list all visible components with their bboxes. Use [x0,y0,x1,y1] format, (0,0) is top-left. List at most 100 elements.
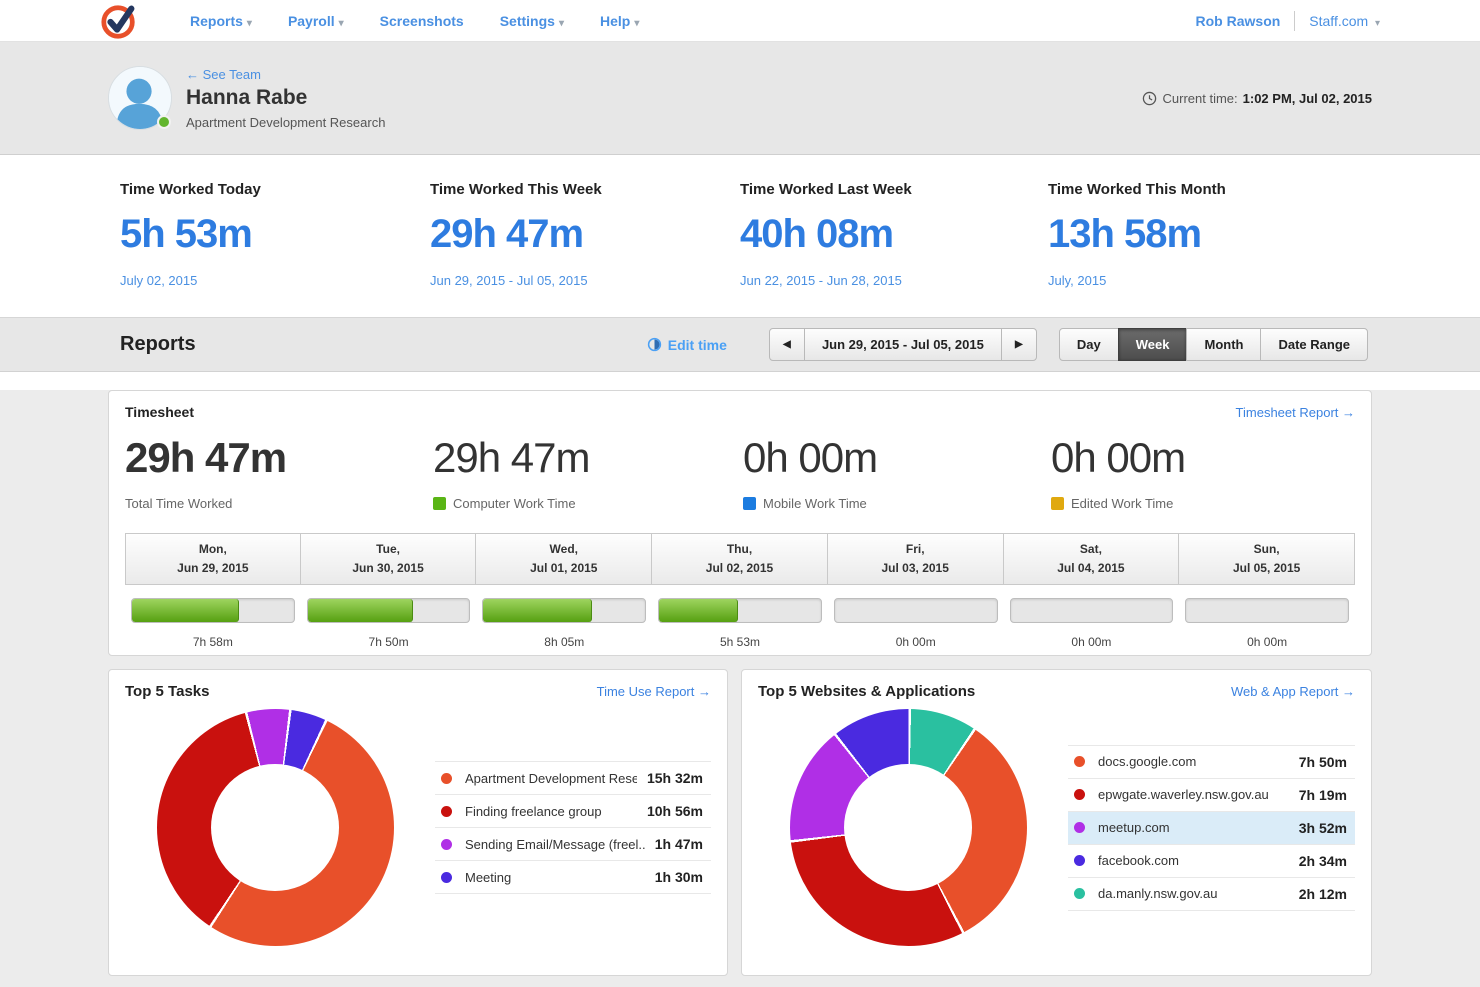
next-period-button[interactable]: ▶ [1000,328,1037,361]
legend-row[interactable]: Sending Email/Message (freel... 1h 47m [435,828,711,861]
see-team-link[interactable]: ← See Team [186,66,261,82]
timesheet-report-link[interactable]: Timesheet Report → [1235,404,1355,420]
legend-dot-icon [1074,822,1085,833]
clock-icon [1142,91,1157,106]
timesheet-day-column: Mon, Jun 29, 2015 7h 58m [125,533,301,649]
day-time-label: 8h 05m [544,635,585,650]
tasks-donut-chart[interactable] [156,709,394,946]
legend-row[interactable]: meetup.com 3h 52m [1068,811,1355,845]
stat-time-this-week: Time Worked This Week 29h 47m Jun 29, 20… [430,181,740,317]
timesheet-summary-label: Mobile Work Time [743,496,1051,511]
view-switcher: Day Week Month Date Range [1058,328,1368,361]
stat-period: Jun 22, 2015 - Jun 28, 2015 [740,273,902,288]
legend-row[interactable]: facebook.com 2h 34m [1068,845,1355,878]
timesheet-summary-label: Computer Work Time [433,496,743,511]
timesheet-summary-value: 0h 00m [1051,434,1186,481]
day-time-label: 7h 58m [192,635,233,650]
stat-value: 40h 08m [740,212,894,256]
day-progress-bar [1185,598,1349,624]
avatar-silhouette-icon [109,67,171,129]
legend-label: da.manly.nsw.gov.au [1098,886,1218,901]
timesheet-summary-value: 0h 00m [743,434,878,481]
menu-screenshots[interactable]: Screenshots [379,12,464,29]
main-content: Timesheet Timesheet Report → 29h 47m Tota… [0,390,1480,987]
timesheet-summary-label: Total Time Worked [125,496,233,511]
legend-label: epwgate.waverley.nsw.gov.au [1098,787,1269,802]
timesheet-day-column: Sun, Jul 05, 2015 0h 00m [1179,533,1355,649]
staffcom-logo-icon[interactable] [100,2,138,40]
websites-legend: docs.google.com 7h 50m epwgate.waverley.ns… [1068,744,1355,911]
top-websites-title: Top 5 Websites & Applications [758,683,976,700]
timesheet-title: Timesheet [125,404,194,420]
top-nav: Reports ▾ Payroll ▾ Screenshots Settings ▾ … [0,0,1480,42]
legend-swatch-icon [743,497,756,510]
legend-row[interactable]: Finding freelance group 10h 56m [435,795,711,828]
stat-value: 5h 53m [120,212,253,256]
edit-time-button[interactable]: Edit time [647,337,727,353]
stat-title: Time Worked This Month [1048,181,1226,198]
chevron-down-icon: ▾ [558,17,564,29]
reports-toolbar: Reports Edit time ◀ Jun 29, 2015 - Jul 0… [0,318,1480,372]
stat-title: Time Worked This Week [430,181,602,198]
day-time-label: 5h 53m [719,635,760,650]
view-month-button[interactable]: Month [1186,328,1262,361]
legend-time: 2h 34m [1298,852,1347,869]
view-date-range-button[interactable]: Date Range [1260,328,1368,361]
user-task-subtitle: Apartment Development Research [186,114,386,130]
day-progress-bar [306,598,471,624]
view-day-button[interactable]: Day [1058,328,1119,361]
legend-row[interactable]: epwgate.waverley.nsw.gov.au 7h 19m [1068,779,1355,812]
timesheet-summary-label: Edited Work Time [1051,496,1355,511]
timesheet-day-column: Tue, Jun 30, 2015 7h 50m [300,533,477,650]
timesheet-day-column: Sat, Jul 04, 2015 0h 00m [1003,533,1180,649]
avatar [108,66,172,130]
legend-time: 1h 47m [654,836,703,852]
web-app-report-link[interactable]: Web & App Report → [1230,684,1355,699]
menu-settings[interactable]: Settings ▾ [499,12,564,29]
view-week-button[interactable]: Week [1117,328,1188,361]
timesheet-day-column: Wed, Jul 01, 2015 8h 05m [476,533,653,650]
legend-label: facebook.com [1098,853,1179,868]
chevron-down-icon: ▾ [634,17,640,29]
menu-payroll[interactable]: Payroll ▾ [287,12,344,29]
legend-dot-icon [441,805,452,817]
half-clock-icon [647,337,661,352]
prev-period-button[interactable]: ◀ [768,328,805,361]
legend-time: 7h 19m [1298,786,1347,803]
nav-divider [1294,10,1296,31]
profile-header: ← See Team Hanna Rabe Apartment Developm… [0,42,1480,155]
legend-time: 1h 30m [654,869,703,885]
current-time: Current time: 1:02 PM, Jul 02, 2015 [1142,91,1372,106]
date-range-label[interactable]: Jun 29, 2015 - Jul 05, 2015 [803,328,1002,361]
main-menu: Reports ▾ Payroll ▾ Screenshots Settings ▾ … [190,13,639,29]
day-header: Tue, Jun 30, 2015 [300,533,477,586]
legend-label: Finding freelance group [465,803,602,819]
legend-time: 10h 56m [646,803,703,819]
menu-reports[interactable]: Reports ▾ [190,12,252,29]
nav-user-link[interactable]: Rob Rawson [1195,12,1281,29]
websites-donut-chart[interactable] [789,709,1027,946]
legend-label: Sending Email/Message (freel... [465,836,645,852]
legend-row[interactable]: Meeting 1h 30m [435,861,711,894]
legend-row[interactable]: Apartment Development Rese... 15h 32m [435,761,711,795]
time-use-report-link[interactable]: Time Use Report → [596,684,711,699]
day-progress-fill [307,599,414,623]
timesheet-summary-value: 29h 47m [433,434,590,481]
menu-help[interactable]: Help ▾ [599,12,640,29]
timesheet-summary-item: 29h 47m Computer Work Time [433,434,743,511]
day-header: Fri, Jul 03, 2015 [827,533,1004,586]
legend-label: Apartment Development Rese... [465,770,637,786]
legend-label: Meeting [465,869,512,885]
timesheet-summary-item: 29h 47m Total Time Worked [125,434,433,511]
chevron-down-icon: ▾ [246,17,252,29]
day-time-label: 7h 50m [368,635,409,650]
legend-dot-icon [441,871,452,883]
tasks-legend: Apartment Development Rese... 15h 32m Find… [435,761,711,894]
legend-row[interactable]: docs.google.com 7h 50m [1068,744,1355,779]
legend-swatch-icon [1051,497,1064,510]
nav-site-menu[interactable]: Staff.com ▾ [1309,12,1380,29]
legend-row[interactable]: da.manly.nsw.gov.au 2h 12m [1068,878,1355,911]
legend-time: 15h 32m [646,770,703,786]
legend-time: 3h 52m [1298,819,1347,836]
legend-dot-icon [441,838,452,850]
